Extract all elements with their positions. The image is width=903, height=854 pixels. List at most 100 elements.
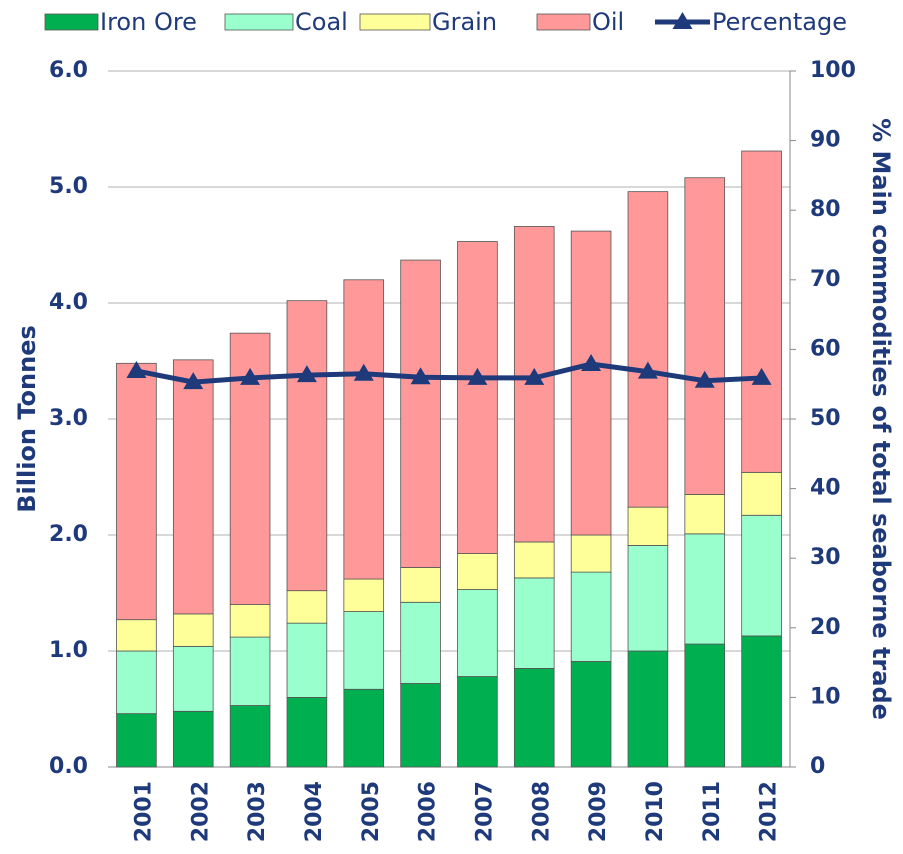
x-tick-label: 2008 — [529, 781, 554, 842]
x-tick-label: 2009 — [586, 781, 611, 842]
bar-segment — [286, 622, 328, 698]
x-tick-label: 2007 — [472, 781, 497, 842]
x-tick-label: 2012 — [757, 781, 782, 842]
legend-swatch — [536, 13, 591, 31]
bar-segment — [172, 645, 214, 712]
legend-label: Grain — [432, 8, 497, 36]
bar-segment — [229, 636, 271, 706]
y2-tick-label: 80 — [810, 197, 841, 222]
y2-axis-title: % Main commodities of total seaborne tra… — [867, 118, 895, 720]
y2-tick-label: 0 — [810, 754, 825, 779]
y-axis-title: Billion Tonnes — [13, 325, 41, 513]
bar-segment — [684, 493, 726, 535]
bar-segment — [627, 191, 669, 508]
y-tick-label: 4.0 — [49, 290, 88, 315]
x-tick-label: 2010 — [643, 781, 668, 842]
line-marker — [183, 372, 204, 390]
bar-segment — [457, 553, 498, 590]
x-tick-label: 2006 — [416, 781, 441, 842]
line-marker — [694, 370, 715, 388]
y2-tick-label: 60 — [810, 336, 841, 361]
line-marker — [296, 365, 317, 383]
legend-label: Coal — [295, 8, 348, 36]
bar-segment — [627, 650, 669, 768]
bar-segment — [513, 541, 555, 579]
bar-segment — [457, 241, 498, 554]
line — [135, 361, 762, 385]
bar-segment — [400, 683, 441, 768]
x-tick-label: 2004 — [302, 781, 327, 842]
bar-segment — [513, 668, 555, 768]
bar-segment — [116, 713, 157, 768]
legend-swatch — [224, 13, 294, 31]
bar-segment — [570, 230, 612, 536]
line-marker — [467, 367, 488, 385]
line-marker — [353, 363, 374, 381]
y2-tick-label: 20 — [810, 615, 841, 640]
y-tick-label: 2.0 — [49, 522, 88, 547]
y2-tick-label: 70 — [810, 267, 841, 292]
bar-segment — [684, 533, 726, 645]
bar-segment — [513, 577, 555, 669]
bar-segment — [286, 590, 328, 624]
bar-segment — [400, 567, 441, 603]
x-tick-label: 2011 — [700, 781, 725, 842]
bar-segment — [741, 150, 782, 473]
bar-segment — [457, 676, 498, 768]
bar-segment — [741, 514, 782, 637]
bar-segment — [570, 571, 612, 662]
legend-swatch — [359, 13, 431, 31]
bar-segment — [343, 611, 385, 690]
bar-segment — [172, 710, 214, 768]
x-tick-label: 2001 — [131, 781, 156, 842]
bar-segment — [627, 506, 669, 546]
bar-segment — [172, 613, 214, 647]
y-tick-label: 6.0 — [49, 58, 88, 83]
bar-segment — [570, 534, 612, 573]
line-marker — [524, 367, 545, 385]
bar-segment — [116, 619, 157, 652]
bar-segment — [172, 359, 214, 615]
x-tick-label: 2002 — [188, 781, 213, 842]
y2-tick-label: 90 — [810, 128, 841, 153]
legend-marker — [672, 12, 693, 29]
line-marker — [751, 367, 772, 385]
bar-segment — [286, 300, 328, 592]
legend-label: Iron Ore — [100, 8, 197, 36]
bar-segment — [684, 177, 726, 495]
bar-segment — [741, 635, 782, 768]
y-tick-label: 3.0 — [49, 406, 88, 431]
legend-swatch — [44, 13, 99, 31]
y2-tick-label: 50 — [810, 406, 841, 431]
x-tick-label: 2005 — [359, 781, 384, 842]
y-tick-label: 5.0 — [49, 174, 88, 199]
bar-segment — [627, 545, 669, 652]
y-tick-label: 1.0 — [49, 638, 88, 663]
y2-tick-label: 10 — [810, 684, 841, 709]
bar-segment — [116, 362, 157, 621]
bar-segment — [116, 650, 157, 715]
bar-segment — [343, 688, 385, 768]
y2-tick-label: 100 — [810, 58, 856, 83]
bar-segment — [343, 578, 385, 612]
y-tick-label: 0.0 — [49, 754, 88, 779]
bar-segment — [457, 589, 498, 677]
line-marker — [637, 361, 658, 379]
line-marker — [581, 354, 602, 372]
bar-segment — [400, 259, 441, 568]
bar-segment — [570, 661, 612, 768]
y2-tick-label: 30 — [810, 545, 841, 570]
bar-segment — [741, 471, 782, 516]
bar-segment — [229, 705, 271, 768]
bar-segment — [684, 643, 726, 768]
bar-segment — [229, 604, 271, 638]
y2-tick-label: 40 — [810, 476, 841, 501]
bar-segment — [343, 279, 385, 580]
line-marker — [126, 360, 147, 378]
legend-label: Oil — [592, 8, 624, 36]
x-tick-label: 2003 — [245, 781, 270, 842]
bar-segment — [400, 601, 441, 684]
line-marker — [240, 367, 261, 385]
legend-label: Percentage — [712, 8, 847, 36]
